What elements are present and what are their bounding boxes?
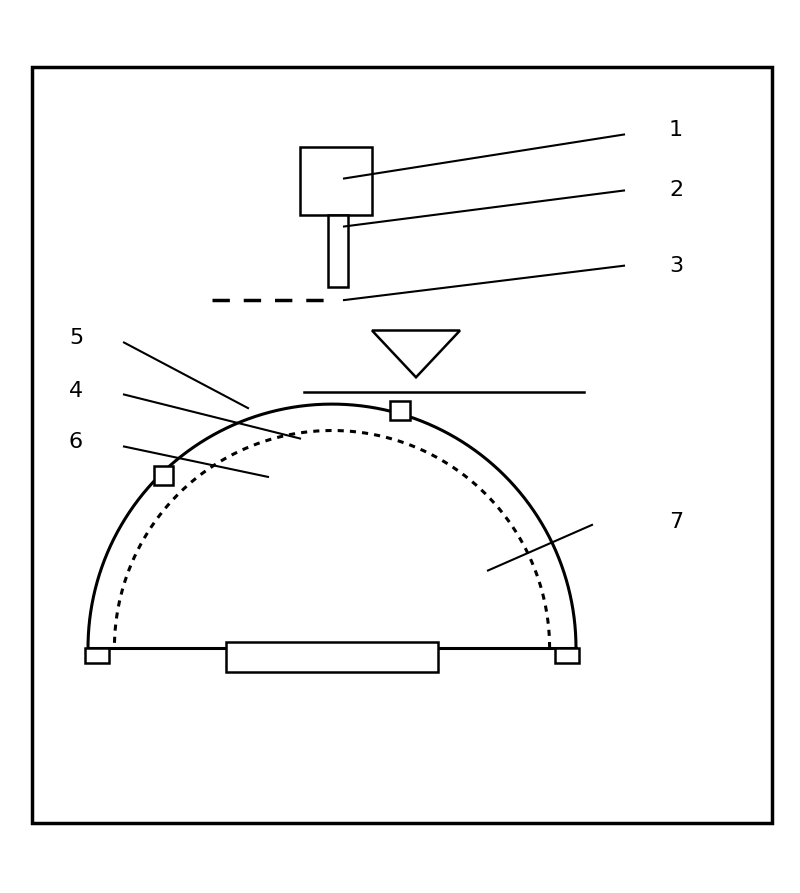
Text: 2: 2 <box>669 180 683 201</box>
Bar <box>328 214 348 287</box>
Bar <box>300 146 372 214</box>
Bar <box>226 642 438 672</box>
Bar <box>154 466 173 485</box>
Polygon shape <box>372 330 460 378</box>
Bar <box>390 401 410 420</box>
Bar <box>555 648 579 663</box>
Text: 1: 1 <box>669 121 683 140</box>
Bar <box>85 648 109 663</box>
Text: 5: 5 <box>69 329 83 348</box>
Text: 7: 7 <box>669 513 683 532</box>
Text: 4: 4 <box>69 380 83 400</box>
Text: 6: 6 <box>69 432 83 453</box>
Text: 3: 3 <box>669 256 683 277</box>
